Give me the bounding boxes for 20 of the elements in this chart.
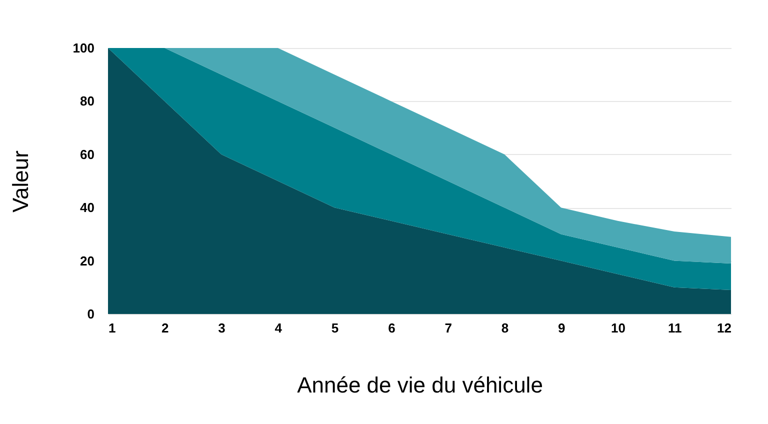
- y-tick-label: 40: [80, 200, 94, 216]
- x-tick-label: 5: [331, 320, 339, 336]
- y-tick-label: 20: [80, 253, 94, 268]
- x-tick-label: 9: [558, 320, 566, 336]
- x-tick-label: 1: [108, 320, 116, 336]
- y-tick-label: 60: [80, 146, 94, 162]
- x-tick-label: 6: [388, 320, 396, 336]
- x-tick-label: 8: [501, 320, 509, 336]
- x-tick-label: 10: [610, 320, 626, 336]
- x-tick-label: 3: [218, 320, 226, 336]
- x-tick-label: 2: [162, 320, 169, 336]
- x-tick-label: 12: [717, 320, 732, 336]
- x-tick-label: 11: [668, 320, 682, 336]
- y-tick-label: 0: [87, 306, 94, 322]
- y-tick-label: 100: [72, 40, 94, 56]
- y-axis-title: Valeur: [8, 150, 33, 212]
- y-tick-label: 80: [80, 94, 94, 109]
- x-axis-title: Année de vie du véhicule: [297, 372, 543, 398]
- x-tick-label: 7: [444, 320, 452, 336]
- x-tick-label: 4: [274, 320, 283, 336]
